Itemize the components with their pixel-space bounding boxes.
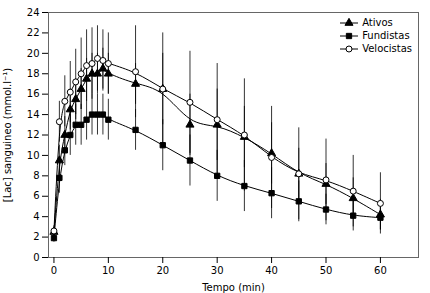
svg-text:60: 60 bbox=[374, 265, 387, 276]
html-text:Velocistas: Velocistas bbox=[362, 43, 412, 54]
svg-text:6: 6 bbox=[33, 190, 39, 201]
svg-text:18: 18 bbox=[27, 68, 40, 79]
svg-text:10: 10 bbox=[102, 265, 115, 276]
svg-text:14: 14 bbox=[27, 109, 40, 120]
svg-text:30: 30 bbox=[211, 265, 224, 276]
svg-text:4: 4 bbox=[33, 211, 39, 222]
svg-text:0: 0 bbox=[33, 252, 39, 263]
svg-text:20: 20 bbox=[156, 265, 169, 276]
svg-text:24: 24 bbox=[27, 7, 40, 18]
svg-text:[Lac] sanguineo (mmol.l⁻¹): [Lac] sanguineo (mmol.l⁻¹) bbox=[2, 68, 13, 203]
svg-text:20: 20 bbox=[27, 48, 40, 59]
html-text:Ativos: Ativos bbox=[362, 17, 393, 28]
svg-text:12: 12 bbox=[27, 129, 40, 140]
svg-text:Tempo (min): Tempo (min) bbox=[201, 282, 265, 293]
html-text:Fundistas: Fundistas bbox=[362, 30, 410, 41]
svg-text:0: 0 bbox=[51, 265, 57, 276]
svg-text:16: 16 bbox=[27, 88, 40, 99]
svg-text:40: 40 bbox=[265, 265, 278, 276]
svg-text:22: 22 bbox=[27, 27, 40, 38]
svg-text:2: 2 bbox=[33, 231, 39, 242]
svg-text:50: 50 bbox=[320, 265, 333, 276]
svg-text:8: 8 bbox=[33, 170, 39, 181]
svg-text:10: 10 bbox=[27, 150, 40, 161]
